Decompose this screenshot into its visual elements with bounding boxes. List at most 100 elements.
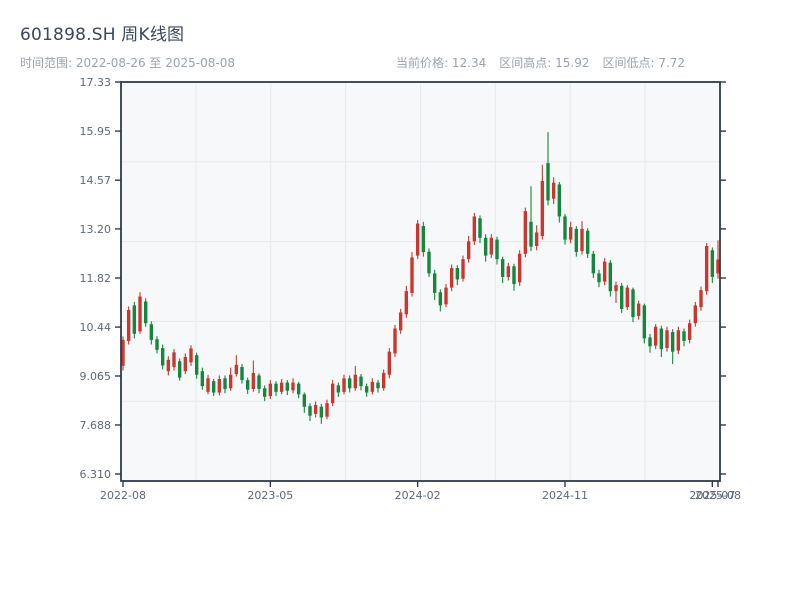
candle-down (285, 382, 290, 391)
candle-up (330, 383, 335, 404)
candle-up (551, 182, 556, 199)
candle-down (177, 361, 182, 378)
candle-up (687, 323, 692, 340)
candle-up (126, 310, 131, 341)
stat-period-low-label: 区间低点: (602, 56, 655, 70)
candle-up (279, 382, 284, 392)
candle-up (353, 374, 358, 389)
candle-down (495, 239, 499, 260)
candle-down (597, 273, 601, 283)
candle-up (251, 372, 256, 389)
candle-up (415, 223, 420, 256)
candle-down (670, 332, 675, 352)
plot-border (120, 81, 721, 482)
candle-up (506, 266, 511, 277)
chart-title: 601898.SH 周K线图 (20, 25, 185, 45)
candle-up (580, 228, 584, 251)
candle-up (461, 259, 465, 279)
candle-down (132, 305, 137, 334)
candle-up (121, 339, 125, 366)
candle-up (517, 253, 522, 283)
candle-down (631, 289, 635, 318)
candle-up (291, 382, 295, 391)
candle-up (602, 261, 607, 282)
candle-down (240, 366, 244, 381)
candle-up (614, 285, 618, 292)
candle-up (342, 378, 346, 392)
stat-period-high-value: 15.92 (555, 56, 590, 70)
stat-period-low-value: 7.72 (658, 56, 686, 70)
candle-down (200, 371, 205, 387)
candle-down (529, 221, 533, 247)
candle-up (534, 232, 539, 246)
candle-down (546, 163, 550, 201)
candle-down (710, 250, 715, 277)
candle-down (194, 355, 199, 375)
x-tick-label: 2025-08 (695, 489, 741, 502)
candle-up (183, 356, 188, 372)
price-stats: 当前价格: 12.34 区间高点: 15.92 区间低点: 7.72 (396, 54, 698, 71)
candle-up (138, 296, 142, 332)
stat-current-price-label: 当前价格: (396, 56, 449, 70)
candle-down (483, 237, 488, 256)
candle-up (665, 330, 669, 349)
y-tick-label: 10.44 (80, 321, 112, 334)
y-tick-label: 17.33 (80, 76, 112, 89)
candle-down (591, 253, 596, 274)
y-tick-label: 11.82 (80, 272, 112, 285)
candle-down (155, 339, 159, 350)
x-tick-label: 2024-11 (542, 489, 588, 502)
candle-down (364, 386, 369, 393)
x-tick-label: 2024-02 (395, 489, 441, 502)
candle-up (466, 241, 471, 260)
y-tick-label: 9.065 (80, 370, 112, 383)
y-tick-label: 15.95 (80, 125, 112, 138)
candle-up (489, 237, 494, 255)
candle-down (682, 331, 686, 341)
y-tick-label: 13.20 (80, 223, 112, 236)
candle-up (472, 216, 477, 242)
candle-up (704, 245, 709, 292)
stat-period-high: 区间高点: 15.92 (499, 56, 589, 70)
candle-up (172, 352, 176, 367)
candle-up (625, 287, 630, 308)
candle-down (648, 337, 652, 347)
stat-current-price-value: 12.34 (451, 56, 487, 70)
candle-down (160, 348, 165, 366)
x-tick-label: 2022-08 (100, 489, 146, 502)
candle-down (557, 184, 562, 217)
candle-up (234, 364, 239, 375)
x-tick-label: 2023-05 (247, 489, 293, 502)
stat-current-price: 当前价格: 12.34 (396, 56, 486, 70)
candle-down (585, 230, 590, 254)
candle-down (143, 301, 148, 324)
candle-down (262, 388, 267, 397)
candle-down (296, 383, 301, 395)
candle-up (228, 374, 233, 389)
candle-down (336, 385, 341, 393)
candle-up (206, 378, 210, 392)
candle-up (693, 305, 698, 324)
candle-down (376, 382, 380, 389)
candle-down (274, 383, 278, 392)
stat-period-high-label: 区间高点: (499, 56, 552, 70)
candle-up (268, 383, 273, 397)
candle-up (716, 259, 720, 274)
candle-down (478, 218, 482, 238)
candle-up (325, 403, 329, 417)
candle-down (500, 259, 505, 277)
candle-up (404, 291, 409, 315)
candle-up (699, 290, 703, 308)
candle-down (438, 292, 443, 306)
candle-down (427, 251, 431, 274)
candle-down (421, 226, 426, 253)
candle-down (642, 305, 647, 339)
candle-down (659, 328, 664, 350)
candle-up (166, 359, 171, 372)
candle-up (568, 227, 573, 240)
candle-up (370, 381, 375, 392)
candle-up (449, 268, 454, 288)
candle-up (653, 326, 658, 346)
